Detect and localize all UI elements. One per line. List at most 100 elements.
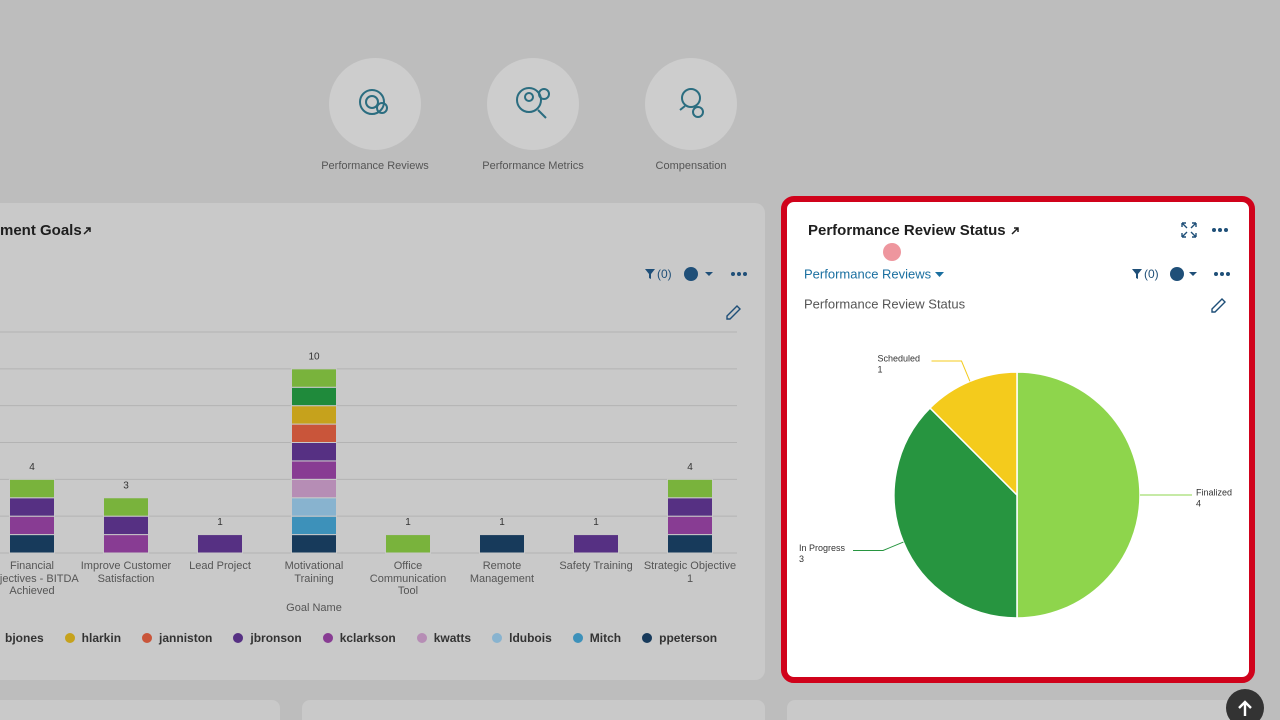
arrow [1238,700,1252,716]
expand-icon[interactable] [1181,222,1197,238]
legend-label: ppeterson [659,631,718,645]
legend-item[interactable]: bjones [0,631,44,645]
caret [1189,272,1197,276]
legend-label: jbronson [250,631,302,645]
more-icon[interactable] [1214,272,1230,276]
legend-label: janniston [159,631,213,645]
legend-swatch [64,633,75,643]
bar-segment [291,515,337,536]
bar-segment [9,515,55,536]
slice-value: 4 [1196,498,1201,508]
nav-icon[interactable] [329,58,421,150]
nav-label[interactable]: Performance Reviews [321,160,429,172]
filter-count[interactable]: (0) [1144,267,1159,281]
legend-label: Mitch [589,631,622,645]
link-icon[interactable] [1011,227,1019,235]
bar-segment [291,368,337,388]
legend-item[interactable]: kclarkson [322,631,396,645]
bar-segment [291,460,337,480]
legend-label: hlarkin [81,631,122,645]
legend-item[interactable]: ldubois [492,631,552,645]
edit-icon[interactable] [726,305,741,320]
nav: Performance Reviews Performance Metrics … [321,58,737,172]
legend-swatch [572,633,583,643]
total-label: 1 [499,517,505,528]
bar-segment [667,497,713,517]
filter-icon[interactable] [1132,269,1142,279]
link-icon[interactable] [83,227,91,235]
total-label: 4 [687,462,693,473]
bar-segment [103,515,149,536]
x-tick-label: Improve Customer Satisfaction [80,560,172,585]
more-icon[interactable] [1212,228,1228,232]
bar-segment [103,534,149,554]
legend-label: kwatts [433,631,472,645]
chart-type-icon[interactable] [684,267,698,281]
total-label: 1 [217,517,223,528]
x-axis-label: Goal Name [286,602,342,614]
nav-label[interactable]: Compensation [656,160,727,172]
slice-value: 1 [878,364,883,374]
slice-label: Finalized [1196,487,1232,497]
edit-icon[interactable] [1211,298,1226,313]
slice-label: Scheduled [878,353,921,363]
bar-segment [291,497,337,517]
pie-slice [893,406,1018,619]
caret [705,272,713,276]
x-tick-label: Strategic Objective 1 [643,560,737,585]
more-icon[interactable] [731,272,747,276]
nav-icon[interactable] [487,58,579,150]
legend-label: ldubois [509,631,552,645]
x-tick-label: Office Communication Tool [369,560,447,597]
nav-label[interactable]: Performance Metrics [482,160,584,172]
bar-segment [291,478,337,499]
nav-icon[interactable] [645,58,737,150]
bar-segment [667,515,713,536]
bar-segment [667,534,713,554]
x-tick-label: Motivational Training [284,560,344,585]
bar-segment [291,423,337,444]
bar-segment [291,534,337,554]
bar-chart: 4 3 1 10 1 1 1 4 [0,331,737,554]
total-label: 4 [29,462,35,473]
chart-title: Performance Review Status [804,296,966,311]
panel-title[interactable]: Performance Review Status [808,222,1006,239]
legend-swatch [233,633,244,643]
chart-type-icon[interactable] [1170,267,1184,281]
legend-item[interactable]: kwatts [416,631,472,645]
legend-item[interactable]: janniston [142,631,212,645]
card [302,700,765,720]
pie-slice [928,371,1018,497]
x-tick-label: Lead Project [189,560,251,572]
legend-label: kclarkson [339,631,396,645]
panel-title[interactable]: ment Goals [0,222,82,239]
filter-count[interactable]: (0) [657,267,672,281]
bar-segment [291,405,337,425]
total-label: 1 [593,517,599,528]
bar-segment [479,534,525,554]
bar-segment [9,534,55,554]
filter-icon[interactable] [645,269,655,279]
icon-art [359,87,704,119]
x-tick-label: Safety Training [559,560,633,572]
card [787,700,1255,720]
legend-item[interactable]: hlarkin [64,631,122,645]
legend-item[interactable]: jbronson [233,631,302,645]
legend-item[interactable]: ppeterson [642,631,717,645]
bar-segment [291,386,337,407]
x-tick-label: Financial Objectives - BITDA Achieved [0,560,79,597]
bar-segment [573,534,619,554]
x-tick-label: Remote Management [469,560,535,585]
bar-segment [197,534,243,554]
legend-swatch [492,633,503,643]
bar-segment [385,534,431,554]
left-panel [0,203,765,680]
legend: bjones hlarkin janniston jbronson kclarkson k… [0,631,738,645]
legend-swatch [322,633,333,643]
legend-item[interactable]: Mitch [572,631,622,645]
dropdown[interactable]: Performance Reviews [804,266,932,281]
bar-segment [9,497,55,517]
slice-label: In Progress [799,543,846,553]
bar-segment [9,478,55,499]
